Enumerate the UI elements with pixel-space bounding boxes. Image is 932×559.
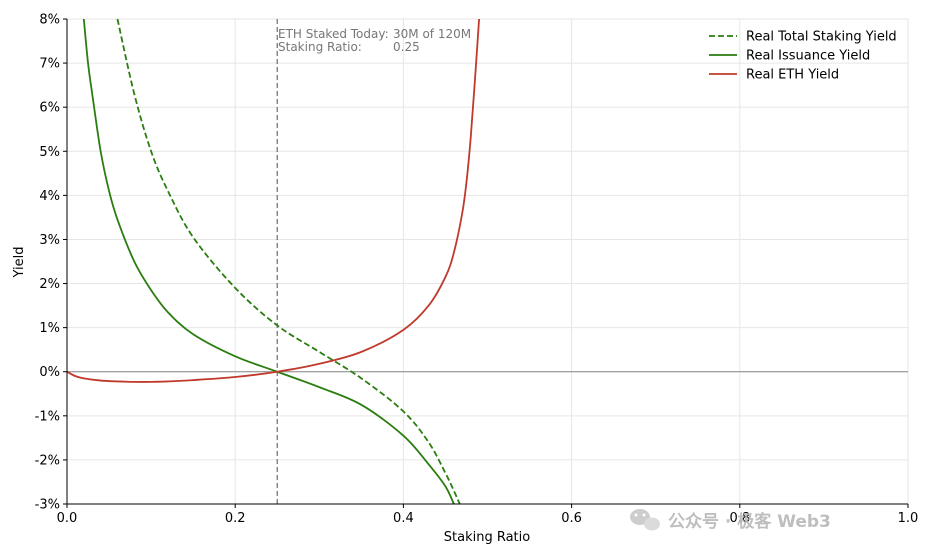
series-line-real-total-staking-yield [116, 19, 461, 504]
y-tick-label: 0% [39, 365, 60, 380]
tick-labels: 0.0 0.2 0.4 0.6 0.8 1.0 -3% -2% -1% 0% 1% 2% 3% 4% 5% 6… [35, 13, 919, 527]
legend-label: Real Issuance Yield [746, 49, 870, 64]
wechat-icon [630, 509, 660, 531]
annotation-line2-value: 0.25 [393, 40, 420, 54]
series-line-real-eth-yield [67, 19, 480, 383]
annotation-line2-label: Staking Ratio: [278, 40, 362, 54]
reference-lines [67, 19, 908, 504]
legend: Real Total Staking Yield Real Issuance Yi… [709, 30, 897, 83]
watermark-text: 公众号 · 极客 Web3 [668, 511, 831, 532]
y-tick-label: -2% [35, 453, 60, 468]
y-tick-label: 5% [39, 145, 60, 160]
y-tick-label: -1% [35, 409, 60, 424]
axes [63, 18, 909, 508]
y-tick-label: 8% [39, 13, 60, 28]
y-tick-label: 7% [39, 57, 60, 72]
grid [66, 18, 909, 505]
y-tick-label: 3% [39, 233, 60, 248]
y-tick-label: 4% [39, 189, 60, 204]
x-tick-label: 0.8 [729, 511, 750, 526]
series-line-real-issuance-yield [82, 19, 455, 504]
legend-label: Real Total Staking Yield [746, 30, 897, 45]
x-tick-label: 0.0 [57, 511, 78, 526]
annotation-line1-value: 30M of 120M [393, 27, 471, 41]
series-lines [67, 19, 480, 504]
x-tick-label: 0.4 [393, 511, 414, 526]
y-tick-label: 6% [39, 101, 60, 116]
annotation-line1-label: ETH Staked Today: [278, 27, 389, 41]
x-tick-label: 0.2 [225, 511, 246, 526]
y-axis-label: Yield [12, 247, 27, 279]
annotation: ETH Staked Today: 30M of 120M Staking Ra… [278, 27, 471, 54]
y-tick-label: 2% [39, 277, 60, 292]
x-tick-label: 0.6 [561, 511, 582, 526]
legend-label: Real ETH Yield [746, 68, 839, 83]
x-axis-label: Staking Ratio [444, 530, 531, 545]
watermark: 公众号 · 极客 Web3 [630, 509, 831, 532]
x-tick-label: 1.0 [898, 511, 919, 526]
y-tick-label: 1% [39, 321, 60, 336]
y-tick-label: -3% [35, 498, 60, 513]
